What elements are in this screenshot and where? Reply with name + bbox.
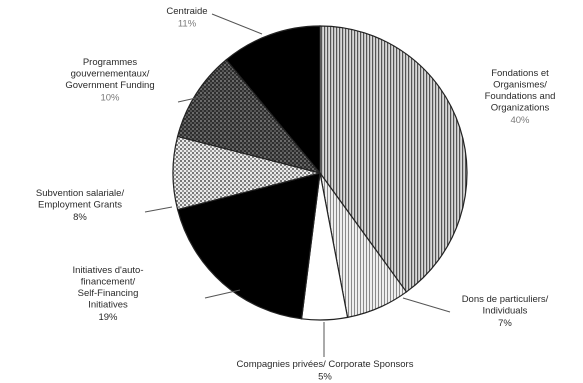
slice-label-1: Fondations et Organismes/Foundations and O… — [485, 68, 556, 126]
pie-slice-1 — [319, 25, 468, 293]
slice-pct-1: 40% — [510, 115, 530, 126]
slice-pct-5: 8% — [73, 212, 87, 223]
slice-label-6: Programmes gouvernementaux/Government Fun… — [65, 57, 154, 104]
pie-slice-6 — [176, 58, 322, 175]
slice-pct-6: 10% — [100, 93, 120, 104]
slice-label-4: Initiatives d'auto-financement/Self-Fina… — [73, 265, 144, 323]
slice-label-3: Compagnies privées/ Corporate Sponsors 5% — [237, 359, 414, 383]
leader-line-2 — [402, 297, 451, 313]
leader-line-7 — [211, 13, 263, 35]
pie-slice-4 — [176, 172, 321, 320]
leader-line-4 — [204, 289, 241, 299]
slice-pct-7: 11% — [178, 19, 197, 30]
pie-slice-7 — [225, 25, 321, 175]
leader-line-5 — [144, 206, 173, 213]
slice-pct-4: 19% — [98, 312, 118, 323]
slice-label-7: Centraide 11% — [166, 6, 207, 30]
leader-line-6 — [177, 95, 206, 103]
slice-pct-3: 5% — [318, 372, 332, 383]
slice-label-2: Dons de particuliers/Individuals 7% — [462, 294, 549, 329]
slice-label-5: Subvention salariale/Employment Grants 8% — [36, 188, 125, 223]
slice-pct-2: 7% — [498, 318, 512, 329]
